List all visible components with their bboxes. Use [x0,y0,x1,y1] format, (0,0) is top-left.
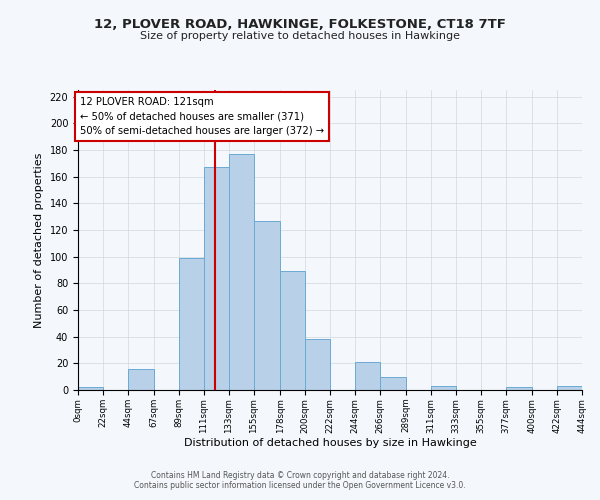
Bar [431,386,456,390]
Bar [128,368,154,390]
Bar [179,258,204,390]
Bar [506,388,532,390]
Bar [78,388,103,390]
X-axis label: Distribution of detached houses by size in Hawkinge: Distribution of detached houses by size … [184,438,476,448]
Text: 12 PLOVER ROAD: 121sqm
← 50% of detached houses are smaller (371)
50% of semi-de: 12 PLOVER ROAD: 121sqm ← 50% of detached… [80,96,325,136]
Bar [254,220,280,390]
Text: Contains HM Land Registry data © Crown copyright and database right 2024.: Contains HM Land Registry data © Crown c… [151,472,449,480]
Text: Size of property relative to detached houses in Hawkinge: Size of property relative to detached ho… [140,31,460,41]
Bar [204,168,229,390]
Bar [280,272,305,390]
Bar [305,340,330,390]
Text: 12, PLOVER ROAD, HAWKINGE, FOLKESTONE, CT18 7TF: 12, PLOVER ROAD, HAWKINGE, FOLKESTONE, C… [94,18,506,30]
Bar [229,154,254,390]
Bar [380,376,406,390]
Y-axis label: Number of detached properties: Number of detached properties [34,152,44,328]
Bar [557,386,582,390]
Text: Contains public sector information licensed under the Open Government Licence v3: Contains public sector information licen… [134,482,466,490]
Bar [355,362,380,390]
